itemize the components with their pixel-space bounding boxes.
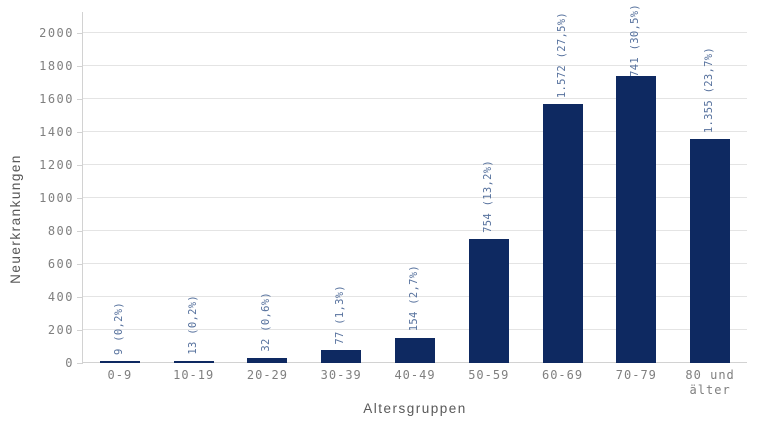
bar-value-label: 32 (0,6%): [260, 292, 273, 352]
bar: [468, 238, 509, 363]
x-axis-title: Altersgruppen: [363, 401, 467, 416]
bar-value-label: 154 (2,7%): [408, 265, 420, 332]
gridline: [83, 296, 747, 297]
bar: [321, 350, 362, 363]
gridline: [83, 263, 747, 264]
y-tick-mark: [77, 132, 83, 133]
x-tick-label: 10-19: [173, 368, 215, 382]
y-tick-label: 0: [65, 356, 74, 370]
bar: [173, 360, 214, 363]
bar: [395, 337, 435, 363]
y-tick-mark: [77, 231, 83, 232]
x-tick-label: 0-9: [107, 368, 133, 382]
bar: [616, 75, 657, 363]
gridline: [83, 329, 747, 330]
bar-value-label: 1.572 (27,5%): [555, 11, 568, 98]
y-tick-mark: [77, 165, 83, 166]
x-tick-label: 70-79: [615, 368, 657, 382]
bar-value-label: 9 (0,2%): [112, 302, 125, 355]
y-tick-mark: [77, 297, 83, 298]
bar-value-label: 77 (1,3%): [334, 284, 347, 345]
bar: [690, 139, 731, 363]
x-tick-label: 20-29: [246, 368, 288, 382]
gridline: [83, 164, 747, 165]
y-tick-label: 1600: [39, 92, 74, 106]
x-tick-label: 40-49: [394, 368, 436, 382]
gridline: [83, 230, 747, 231]
bar-value-label: 754 (13,2%): [481, 159, 494, 233]
y-tick-label: 200: [47, 323, 74, 337]
y-tick-mark: [77, 198, 83, 199]
y-tick-mark: [77, 33, 83, 34]
y-tick-label: 2000: [39, 26, 74, 40]
y-tick-label: 1000: [39, 191, 74, 205]
x-tick-label: 80 und älter: [685, 368, 735, 397]
bar-value-label: 13 (0,2%): [186, 295, 199, 355]
y-tick-label: 600: [47, 257, 74, 271]
y-tick-label: 800: [47, 224, 74, 238]
gridline: [83, 65, 747, 66]
bar: [99, 361, 140, 363]
gridline: [83, 131, 747, 132]
y-tick-mark: [77, 363, 83, 364]
gridline: [83, 98, 747, 99]
y-tick-label: 1400: [39, 125, 74, 139]
x-tick-label: 50-59: [468, 368, 510, 382]
bar: [247, 357, 288, 363]
y-tick-label: 400: [47, 290, 74, 304]
y-tick-mark: [77, 66, 83, 67]
plot-area: 9 (0,2%) 13 (0,2%) 32 (0,6%) 77 (1,3%) 154 (…: [83, 2, 747, 363]
y-tick-mark: [77, 264, 83, 265]
y-tick-mark: [77, 99, 83, 100]
bar-value-label: 1.355 (23,7%): [703, 47, 716, 134]
gridline: [83, 32, 747, 33]
y-tick-label: 1800: [39, 59, 74, 73]
x-tick-label: 60-69: [541, 368, 584, 382]
y-axis-line: [82, 12, 83, 363]
x-tick-label: 30-39: [320, 368, 362, 382]
y-tick-label: 1200: [39, 158, 74, 172]
y-tick-mark: [77, 330, 83, 331]
gridline: [83, 197, 747, 198]
bar: [542, 103, 583, 363]
